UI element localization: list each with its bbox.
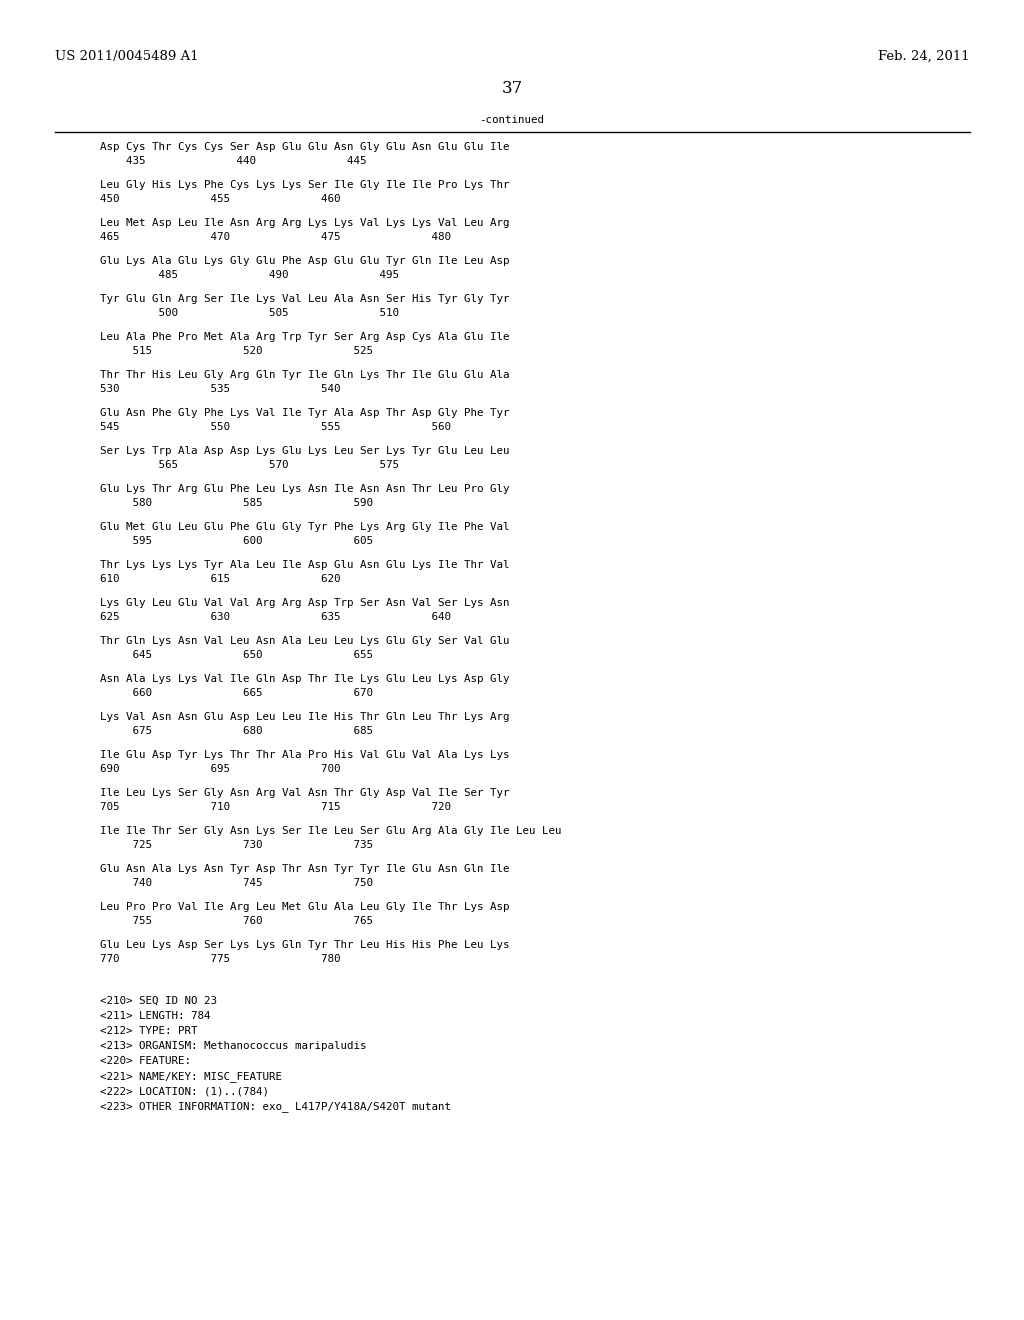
Text: <211> LENGTH: 784: <211> LENGTH: 784 [100, 1011, 211, 1020]
Text: <223> OTHER INFORMATION: exo_ L417P/Y418A/S420T mutant: <223> OTHER INFORMATION: exo_ L417P/Y418… [100, 1101, 451, 1111]
Text: Thr Gln Lys Asn Val Leu Asn Ala Leu Leu Lys Glu Gly Ser Val Glu: Thr Gln Lys Asn Val Leu Asn Ala Leu Leu … [100, 636, 510, 645]
Text: 625              630              635              640: 625 630 635 640 [100, 612, 451, 622]
Text: Glu Lys Thr Arg Glu Phe Leu Lys Asn Ile Asn Asn Thr Leu Pro Gly: Glu Lys Thr Arg Glu Phe Leu Lys Asn Ile … [100, 484, 510, 494]
Text: Ile Leu Lys Ser Gly Asn Arg Val Asn Thr Gly Asp Val Ile Ser Tyr: Ile Leu Lys Ser Gly Asn Arg Val Asn Thr … [100, 788, 510, 799]
Text: 675              680              685: 675 680 685 [100, 726, 373, 737]
Text: <210> SEQ ID NO 23: <210> SEQ ID NO 23 [100, 997, 217, 1006]
Text: 515              520              525: 515 520 525 [100, 346, 373, 356]
Text: 545              550              555              560: 545 550 555 560 [100, 422, 451, 432]
Text: <212> TYPE: PRT: <212> TYPE: PRT [100, 1026, 198, 1036]
Text: 645              650              655: 645 650 655 [100, 649, 373, 660]
Text: <221> NAME/KEY: MISC_FEATURE: <221> NAME/KEY: MISC_FEATURE [100, 1071, 282, 1082]
Text: Feb. 24, 2011: Feb. 24, 2011 [879, 50, 970, 63]
Text: Asp Cys Thr Cys Cys Ser Asp Glu Glu Asn Gly Glu Asn Glu Glu Ile: Asp Cys Thr Cys Cys Ser Asp Glu Glu Asn … [100, 143, 510, 152]
Text: 485              490              495: 485 490 495 [100, 271, 399, 280]
Text: Glu Asn Phe Gly Phe Lys Val Ile Tyr Ala Asp Thr Asp Gly Phe Tyr: Glu Asn Phe Gly Phe Lys Val Ile Tyr Ala … [100, 408, 510, 418]
Text: Ile Ile Thr Ser Gly Asn Lys Ser Ile Leu Ser Glu Arg Ala Gly Ile Leu Leu: Ile Ile Thr Ser Gly Asn Lys Ser Ile Leu … [100, 826, 561, 836]
Text: 610              615              620: 610 615 620 [100, 574, 341, 583]
Text: Lys Val Asn Asn Glu Asp Leu Leu Ile His Thr Gln Leu Thr Lys Arg: Lys Val Asn Asn Glu Asp Leu Leu Ile His … [100, 711, 510, 722]
Text: 770              775              780: 770 775 780 [100, 954, 341, 964]
Text: -continued: -continued [479, 115, 545, 125]
Text: <213> ORGANISM: Methanococcus maripaludis: <213> ORGANISM: Methanococcus maripaludi… [100, 1041, 367, 1051]
Text: Leu Met Asp Leu Ile Asn Arg Arg Lys Lys Val Lys Lys Val Leu Arg: Leu Met Asp Leu Ile Asn Arg Arg Lys Lys … [100, 218, 510, 228]
Text: 500              505              510: 500 505 510 [100, 308, 399, 318]
Text: 580              585              590: 580 585 590 [100, 498, 373, 508]
Text: Ile Glu Asp Tyr Lys Thr Thr Ala Pro His Val Glu Val Ala Lys Lys: Ile Glu Asp Tyr Lys Thr Thr Ala Pro His … [100, 750, 510, 760]
Text: Leu Ala Phe Pro Met Ala Arg Trp Tyr Ser Arg Asp Cys Ala Glu Ile: Leu Ala Phe Pro Met Ala Arg Trp Tyr Ser … [100, 333, 510, 342]
Text: 465              470              475              480: 465 470 475 480 [100, 232, 451, 242]
Text: 755              760              765: 755 760 765 [100, 916, 373, 927]
Text: 690              695              700: 690 695 700 [100, 764, 341, 774]
Text: 530              535              540: 530 535 540 [100, 384, 341, 393]
Text: 595              600              605: 595 600 605 [100, 536, 373, 546]
Text: <222> LOCATION: (1)..(784): <222> LOCATION: (1)..(784) [100, 1086, 269, 1096]
Text: 450              455              460: 450 455 460 [100, 194, 341, 205]
Text: <220> FEATURE:: <220> FEATURE: [100, 1056, 191, 1067]
Text: Glu Asn Ala Lys Asn Tyr Asp Thr Asn Tyr Tyr Ile Glu Asn Gln Ile: Glu Asn Ala Lys Asn Tyr Asp Thr Asn Tyr … [100, 865, 510, 874]
Text: 740              745              750: 740 745 750 [100, 878, 373, 888]
Text: Leu Gly His Lys Phe Cys Lys Lys Ser Ile Gly Ile Ile Pro Lys Thr: Leu Gly His Lys Phe Cys Lys Lys Ser Ile … [100, 180, 510, 190]
Text: Thr Thr His Leu Gly Arg Gln Tyr Ile Gln Lys Thr Ile Glu Glu Ala: Thr Thr His Leu Gly Arg Gln Tyr Ile Gln … [100, 370, 510, 380]
Text: 725              730              735: 725 730 735 [100, 840, 373, 850]
Text: Ser Lys Trp Ala Asp Asp Lys Glu Lys Leu Ser Lys Tyr Glu Leu Leu: Ser Lys Trp Ala Asp Asp Lys Glu Lys Leu … [100, 446, 510, 455]
Text: Tyr Glu Gln Arg Ser Ile Lys Val Leu Ala Asn Ser His Tyr Gly Tyr: Tyr Glu Gln Arg Ser Ile Lys Val Leu Ala … [100, 294, 510, 304]
Text: Glu Lys Ala Glu Lys Gly Glu Phe Asp Glu Glu Tyr Gln Ile Leu Asp: Glu Lys Ala Glu Lys Gly Glu Phe Asp Glu … [100, 256, 510, 267]
Text: 705              710              715              720: 705 710 715 720 [100, 803, 451, 812]
Text: 435              440              445: 435 440 445 [100, 156, 367, 166]
Text: Thr Lys Lys Lys Tyr Ala Leu Ile Asp Glu Asn Glu Lys Ile Thr Val: Thr Lys Lys Lys Tyr Ala Leu Ile Asp Glu … [100, 560, 510, 570]
Text: Glu Leu Lys Asp Ser Lys Lys Gln Tyr Thr Leu His His Phe Leu Lys: Glu Leu Lys Asp Ser Lys Lys Gln Tyr Thr … [100, 940, 510, 950]
Text: 565              570              575: 565 570 575 [100, 459, 399, 470]
Text: US 2011/0045489 A1: US 2011/0045489 A1 [55, 50, 199, 63]
Text: 37: 37 [502, 81, 522, 96]
Text: Leu Pro Pro Val Ile Arg Leu Met Glu Ala Leu Gly Ile Thr Lys Asp: Leu Pro Pro Val Ile Arg Leu Met Glu Ala … [100, 902, 510, 912]
Text: Lys Gly Leu Glu Val Val Arg Arg Asp Trp Ser Asn Val Ser Lys Asn: Lys Gly Leu Glu Val Val Arg Arg Asp Trp … [100, 598, 510, 609]
Text: Asn Ala Lys Lys Val Ile Gln Asp Thr Ile Lys Glu Leu Lys Asp Gly: Asn Ala Lys Lys Val Ile Gln Asp Thr Ile … [100, 675, 510, 684]
Text: Glu Met Glu Leu Glu Phe Glu Gly Tyr Phe Lys Arg Gly Ile Phe Val: Glu Met Glu Leu Glu Phe Glu Gly Tyr Phe … [100, 521, 510, 532]
Text: 660              665              670: 660 665 670 [100, 688, 373, 698]
